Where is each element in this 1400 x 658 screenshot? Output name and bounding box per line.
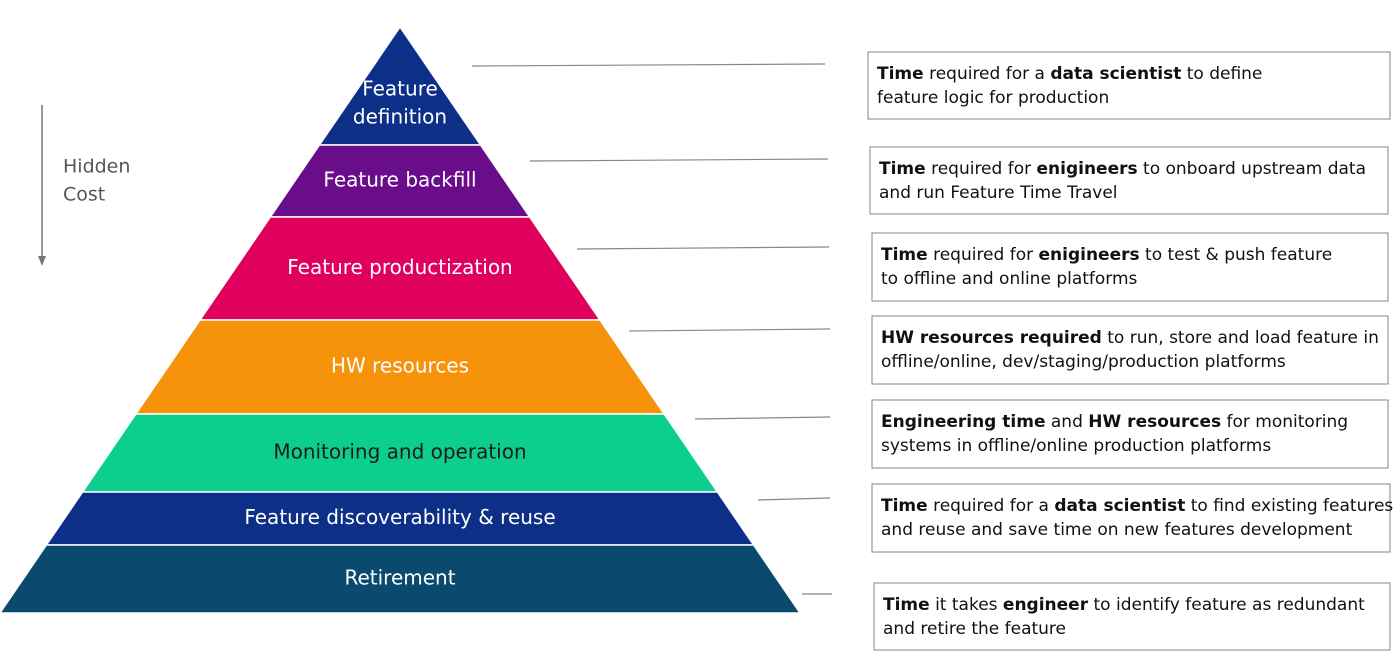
level-label: Feature backfill — [323, 168, 476, 192]
arrow-head — [38, 256, 46, 266]
description-box — [871, 232, 1389, 302]
description-segment: and — [1045, 412, 1088, 432]
level-label: Feature discoverability & reuse — [244, 505, 555, 529]
description-text: Engineering time and HW resources for mo… — [881, 412, 1348, 432]
description-text: and run Feature Time Travel — [879, 183, 1118, 203]
connector-line — [576, 246, 830, 250]
description-segment: Time — [879, 159, 926, 179]
description-segment: required for a — [928, 496, 1055, 516]
description-segment: data scientist — [1054, 496, 1185, 516]
description-text: Time required for a data scientist to de… — [877, 64, 1262, 84]
description-segment: Time — [877, 64, 924, 84]
description-segment: and reuse and save time on new features … — [881, 520, 1353, 540]
description-box — [871, 315, 1389, 385]
connector-line — [757, 497, 831, 501]
description-text: feature logic for production — [877, 88, 1109, 108]
description-segment: and retire the feature — [883, 619, 1066, 639]
description-segment: HW resources required — [881, 328, 1102, 348]
level-label: Monitoring and operation — [273, 440, 526, 464]
description-segment: feature logic for production — [877, 88, 1109, 108]
description-text: to offline and online platforms — [881, 269, 1138, 289]
description-segment: for monitoring — [1221, 412, 1348, 432]
description-segment: Engineering time — [881, 412, 1045, 432]
connector-line — [529, 158, 829, 162]
hidden-cost-label: Cost — [63, 184, 105, 206]
description-segment: data scientist — [1050, 64, 1181, 84]
description-segment: required for a — [924, 64, 1051, 84]
connector-line — [471, 63, 826, 67]
description-text: Time required for enigineers to onboard … — [879, 159, 1366, 179]
description-segment: to identify feature as redundant — [1088, 595, 1365, 615]
description-text: HW resources required to run, store and … — [881, 328, 1379, 348]
description-segment: enigineers — [1037, 159, 1138, 179]
description-segment: to find existing features — [1185, 496, 1393, 516]
level-label: Feature productization — [287, 255, 512, 279]
level-label: Feature — [362, 77, 438, 101]
description-segment: to offline and online platforms — [881, 269, 1138, 289]
description-box — [867, 51, 1391, 120]
description-text: and retire the feature — [883, 619, 1066, 639]
description-text: systems in offline/online production pla… — [881, 436, 1271, 456]
description-text: Time required for enigineers to test & p… — [881, 245, 1332, 265]
description-text: Time required for a data scientist to fi… — [881, 496, 1393, 516]
description-text: Time it takes engineer to identify featu… — [883, 595, 1365, 615]
level-label: definition — [353, 105, 447, 129]
description-segment: to onboard upstream data — [1138, 159, 1366, 179]
description-segment: and run Feature Time Travel — [879, 183, 1118, 203]
description-box — [869, 146, 1389, 215]
description-segment: to test & push feature — [1140, 245, 1333, 265]
description-text: offline/online, dev/staging/production p… — [881, 352, 1286, 372]
description-segment: required for — [928, 245, 1039, 265]
description-segment: systems in offline/online production pla… — [881, 436, 1271, 456]
description-segment: required for — [926, 159, 1037, 179]
level-label: Retirement — [344, 566, 455, 590]
description-text: and reuse and save time on new features … — [881, 520, 1353, 540]
pyramid-level — [0, 544, 802, 614]
description-segment: Time — [881, 496, 928, 516]
description-segment: enigineers — [1039, 245, 1140, 265]
description-segment: engineer — [1003, 595, 1089, 615]
description-segment: HW resources — [1088, 412, 1221, 432]
description-segment: to define — [1181, 64, 1262, 84]
description-segment: Time — [883, 595, 930, 615]
description-box — [871, 399, 1389, 469]
description-box — [871, 483, 1391, 553]
connector-line — [694, 416, 831, 420]
description-box — [873, 582, 1391, 651]
description-segment: Time — [881, 245, 928, 265]
description-segment: it takes — [930, 595, 1003, 615]
hidden-cost-label: Hidden — [63, 156, 130, 178]
connector-line — [628, 328, 831, 332]
description-segment: offline/online, dev/staging/production p… — [881, 352, 1286, 372]
description-segment: to run, store and load feature in — [1102, 328, 1379, 348]
level-label: HW resources — [331, 354, 469, 378]
